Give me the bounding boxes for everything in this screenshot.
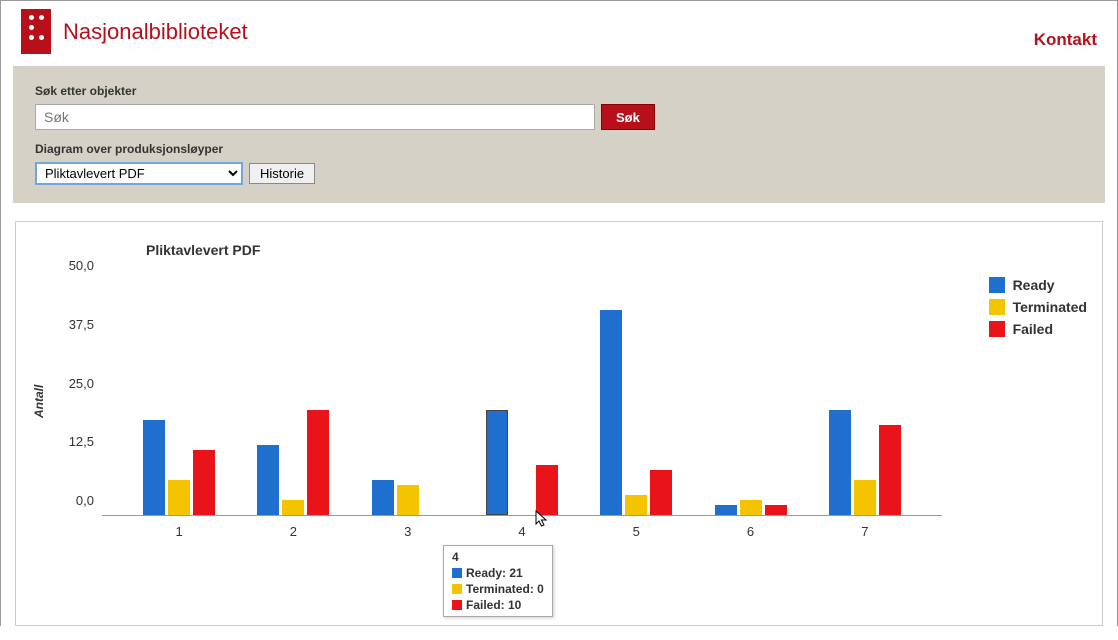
bar-ready[interactable] [143, 420, 165, 515]
x-tick: 4 [484, 524, 559, 539]
tooltip-row: Terminated: 0 [452, 582, 544, 596]
legend-swatch-icon [989, 277, 1005, 293]
legend-label: Terminated [1013, 299, 1087, 315]
bar-group[interactable] [372, 266, 444, 515]
x-tick: 5 [599, 524, 674, 539]
y-tick: 12,5 [52, 434, 94, 449]
y-tick: 0,0 [52, 493, 94, 508]
bar-group[interactable] [600, 266, 672, 515]
tooltip-text: Failed: 10 [466, 598, 521, 612]
bar-failed[interactable] [536, 465, 558, 515]
chart-container: Pliktavlevert PDF Antall 50,037,525,012,… [15, 221, 1103, 626]
legend-swatch-icon [989, 299, 1005, 315]
bar-ready[interactable] [372, 480, 394, 515]
legend-label: Failed [1013, 321, 1053, 337]
bar-terminated[interactable] [168, 480, 190, 515]
search-section-label: Søk etter objekter [35, 84, 1083, 98]
bar-ready[interactable] [829, 410, 851, 515]
bar-group[interactable] [829, 266, 901, 515]
tooltip-swatch-icon [452, 568, 462, 578]
bar-group[interactable] [486, 266, 558, 515]
header-bar: Nasjonalbiblioteket Kontakt [1, 1, 1117, 66]
bar-terminated[interactable] [854, 480, 876, 515]
tooltip-text: Ready: 21 [466, 566, 523, 580]
search-button[interactable]: Søk [601, 104, 655, 130]
bar-failed[interactable] [307, 410, 329, 515]
bar-terminated[interactable] [397, 485, 419, 515]
kontakt-link[interactable]: Kontakt [1034, 30, 1097, 54]
x-tick: 2 [256, 524, 331, 539]
x-axis-ticks: 1 2 3 4 5 6 7 [102, 516, 942, 539]
bar-terminated[interactable] [282, 500, 304, 515]
legend-label: Ready [1013, 277, 1055, 293]
bar-terminated[interactable] [740, 500, 762, 515]
legend-swatch-icon [989, 321, 1005, 337]
search-panel: Søk etter objekter Søk Diagram over prod… [13, 66, 1105, 203]
tooltip-swatch-icon [452, 584, 462, 594]
x-tick: 6 [713, 524, 788, 539]
tooltip-swatch-icon [452, 600, 462, 610]
bar-ready[interactable] [486, 410, 508, 515]
chart-title: Pliktavlevert PDF [146, 242, 1092, 258]
tooltip-row: Failed: 10 [452, 598, 544, 612]
legend: Ready Terminated Failed [989, 277, 1087, 343]
bar-failed[interactable] [879, 425, 901, 515]
diagram-select[interactable]: Pliktavlevert PDF [35, 162, 243, 185]
org-name: Nasjonalbiblioteket [63, 19, 248, 45]
bar-failed[interactable] [650, 470, 672, 515]
bar-terminated[interactable] [625, 495, 647, 515]
plot-area [102, 266, 942, 516]
y-axis-ticks: 50,0 37,5 25,0 12,5 0,0 [52, 258, 102, 508]
bar-group[interactable] [257, 266, 329, 515]
y-tick: 50,0 [52, 258, 94, 273]
bar-group[interactable] [143, 266, 215, 515]
y-tick: 25,0 [52, 376, 94, 391]
bar-failed[interactable] [765, 505, 787, 515]
historie-button[interactable]: Historie [249, 163, 315, 184]
x-tick: 1 [142, 524, 217, 539]
diagram-section-label: Diagram over produksjonsløyper [35, 142, 1083, 156]
bar-group[interactable] [715, 266, 787, 515]
y-axis-label: Antall [26, 266, 52, 536]
y-tick: 37,5 [52, 317, 94, 332]
bar-ready[interactable] [257, 445, 279, 515]
logo[interactable]: Nasjonalbiblioteket [21, 9, 248, 54]
bar-ready[interactable] [715, 505, 737, 515]
bar-ready[interactable] [600, 310, 622, 515]
logo-icon [21, 9, 51, 54]
x-tick: 7 [827, 524, 902, 539]
bar-failed[interactable] [193, 450, 215, 515]
search-input[interactable] [35, 104, 595, 130]
legend-item[interactable]: Ready [989, 277, 1087, 293]
chart-tooltip: 4 Ready: 21 Terminated: 0 Failed: 10 [443, 545, 553, 617]
legend-item[interactable]: Terminated [989, 299, 1087, 315]
legend-item[interactable]: Failed [989, 321, 1087, 337]
tooltip-text: Terminated: 0 [466, 582, 544, 596]
tooltip-category: 4 [452, 550, 544, 564]
x-tick: 3 [370, 524, 445, 539]
tooltip-row: Ready: 21 [452, 566, 544, 580]
